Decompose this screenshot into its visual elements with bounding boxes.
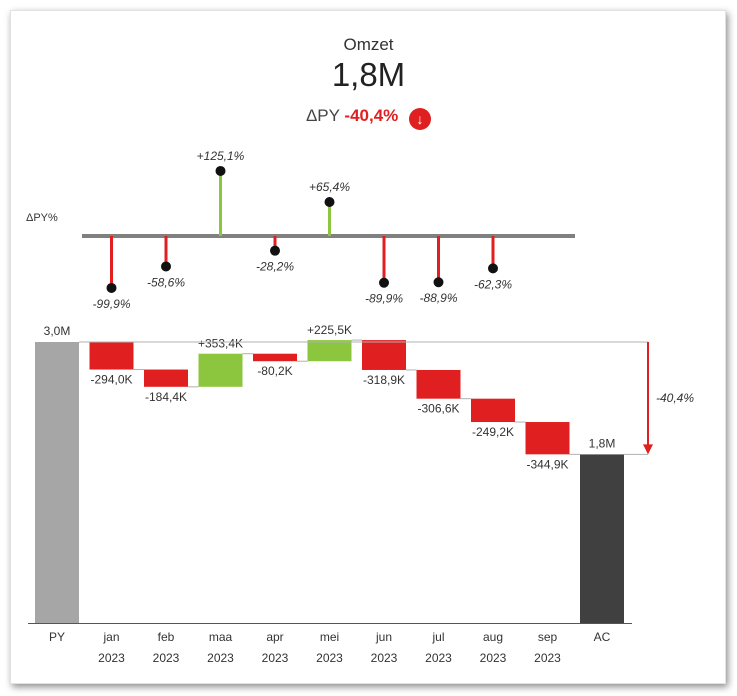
x-tick-label-year: 2023: [316, 651, 343, 665]
x-tick-label: mei: [320, 630, 339, 644]
chart-title: Omzet: [343, 35, 394, 54]
lollipop-dot: [324, 196, 335, 207]
x-tick-label: maa: [209, 630, 233, 644]
py-bar: [35, 342, 79, 623]
arrow-down-circle-icon: ↓: [409, 108, 432, 130]
lollipop-value-label: -58,6%: [147, 275, 185, 289]
x-tick-label: PY: [49, 630, 65, 644]
delta-value: -40,4%: [344, 106, 399, 125]
x-tick-label: apr: [266, 630, 283, 644]
lollipop-value-label: +125,1%: [197, 149, 245, 163]
waterfall-delta-bar: [89, 342, 134, 370]
x-tick-label: jun: [375, 630, 392, 644]
delta-py-lollipop-chart: ΔPY% -99,9% -58,6% +125,1% -28,2% +65,4% -89,9…: [26, 149, 575, 311]
x-tick-label: feb: [158, 630, 175, 644]
waterfall-chart: 3,0M -294,0K -184,4K +353,4K -80,2K +225,5K -3…: [28, 323, 694, 665]
waterfall-delta-bar: [362, 340, 406, 370]
waterfall-delta-label: -184,4K: [145, 390, 187, 404]
x-tick-label-year: 2023: [153, 651, 180, 665]
lollipop-value-label: -89,9%: [365, 292, 403, 306]
lollipop-value-label: -62,3%: [474, 277, 512, 291]
lollipop-dot: [106, 282, 117, 293]
x-tick-label: aug: [483, 630, 503, 644]
lollipop-dot: [488, 263, 498, 274]
kpi-delta-row: ΔPY -40,4% ↓: [0, 106, 737, 130]
ac-bar: [580, 454, 624, 623]
x-tick-label-year: 2023: [98, 651, 125, 665]
waterfall-delta-bar: [253, 353, 297, 362]
delta-label: ΔPY: [305, 106, 340, 125]
lollipop-dot: [270, 245, 280, 256]
waterfall-delta-bar: [416, 369, 461, 399]
lollipop-dot: [161, 261, 171, 272]
x-tick-label-year: 2023: [262, 651, 289, 665]
lollipop-value-label: +65,4%: [309, 180, 350, 194]
waterfall-delta-label: -306,6K: [417, 402, 459, 416]
lollipop-axis-label: ΔPY%: [26, 212, 58, 224]
waterfall-delta-label: +225,5K: [307, 323, 352, 337]
x-tick-label-year: 2023: [207, 651, 234, 665]
ac-value-label: 1,8M: [589, 436, 616, 450]
lollipop-dot: [379, 277, 389, 288]
total-change-label: -40,4%: [656, 391, 694, 405]
kpi-value: 1,8M: [331, 56, 406, 93]
lollipop-dot: [433, 277, 444, 288]
lollipop-value-label: -28,2%: [256, 260, 294, 274]
waterfall-delta-label: -80,2K: [257, 364, 292, 378]
waterfall-delta-label: -318,9K: [363, 373, 405, 387]
x-tick-label: jan: [102, 630, 119, 644]
waterfall-delta-label: -249,2K: [472, 425, 514, 439]
x-tick-label: AC: [594, 630, 611, 644]
lollipop-value-label: -88,9%: [419, 291, 457, 305]
py-value-label: 3,0M: [44, 324, 71, 338]
x-tick-label-year: 2023: [480, 651, 507, 665]
lollipop-dot: [215, 165, 226, 176]
waterfall-delta-label: -294,0K: [90, 373, 132, 387]
waterfall-delta-bar: [525, 422, 570, 455]
waterfall-delta-bar: [307, 340, 352, 362]
waterfall-delta-bar: [144, 369, 188, 387]
total-change-arrow-head: [643, 444, 653, 455]
x-tick-label-year: 2023: [534, 651, 561, 665]
waterfall-delta-bar: [471, 398, 515, 423]
lollipop-value-label: -99,9%: [92, 297, 130, 311]
waterfall-delta-label: -344,9K: [526, 457, 568, 471]
x-tick-label: jul: [431, 630, 444, 644]
waterfall-delta-bar: [198, 353, 243, 387]
x-tick-label: sep: [538, 630, 558, 644]
waterfall-delta-label: +353,4K: [198, 337, 243, 351]
x-tick-label-year: 2023: [371, 651, 398, 665]
x-tick-label-year: 2023: [425, 651, 452, 665]
